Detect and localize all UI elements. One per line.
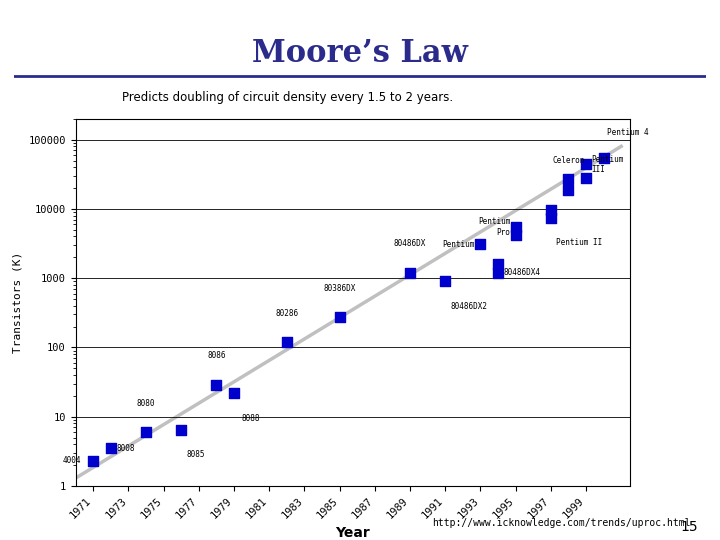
Text: Pentium
III: Pentium III	[591, 154, 624, 174]
Point	[562, 185, 574, 194]
Point	[439, 277, 451, 286]
Text: 8008: 8008	[116, 444, 135, 453]
Point	[492, 268, 504, 277]
Text: Pentium: Pentium	[443, 240, 475, 248]
Text: Pentium 4: Pentium 4	[607, 128, 649, 137]
Point	[404, 268, 415, 277]
Point	[545, 206, 557, 215]
Text: 8088: 8088	[241, 414, 259, 423]
Point	[140, 428, 152, 436]
Text: Pentium II: Pentium II	[556, 238, 603, 247]
Point	[87, 457, 99, 465]
Text: 80386DX: 80386DX	[323, 284, 356, 293]
Point	[474, 240, 486, 248]
Point	[228, 389, 240, 397]
Point	[562, 175, 574, 184]
Text: Celeron: Celeron	[552, 157, 585, 165]
Point	[545, 213, 557, 222]
Text: 80286: 80286	[275, 309, 298, 318]
Point	[211, 380, 222, 389]
Point	[492, 260, 504, 268]
Text: http://www.icknowledge.com/trends/uproc.html: http://www.icknowledge.com/trends/uproc.…	[432, 518, 690, 528]
Y-axis label: Transistors (K): Transistors (K)	[13, 252, 23, 353]
Point	[580, 160, 592, 168]
Point	[176, 426, 187, 434]
Text: 80486DX: 80486DX	[394, 239, 426, 248]
Point	[334, 313, 346, 321]
Text: Predicts doubling of circuit density every 1.5 to 2 years.: Predicts doubling of circuit density eve…	[122, 91, 454, 104]
Text: 4004: 4004	[63, 456, 81, 465]
Point	[510, 231, 521, 239]
Text: 8086: 8086	[207, 352, 225, 361]
Text: Pentium
Pro: Pentium Pro	[478, 217, 510, 237]
Point	[105, 444, 117, 453]
Point	[281, 338, 292, 346]
X-axis label: Year: Year	[336, 526, 370, 540]
Point	[580, 174, 592, 183]
Text: 80486DX2: 80486DX2	[451, 302, 487, 311]
Text: 15: 15	[681, 519, 698, 534]
Text: Moore’s Law: Moore’s Law	[252, 38, 468, 69]
Text: 80486DX4: 80486DX4	[503, 268, 540, 277]
Point	[598, 153, 609, 162]
Text: 8080: 8080	[137, 399, 156, 408]
Text: 8085: 8085	[186, 450, 205, 460]
Point	[510, 222, 521, 231]
